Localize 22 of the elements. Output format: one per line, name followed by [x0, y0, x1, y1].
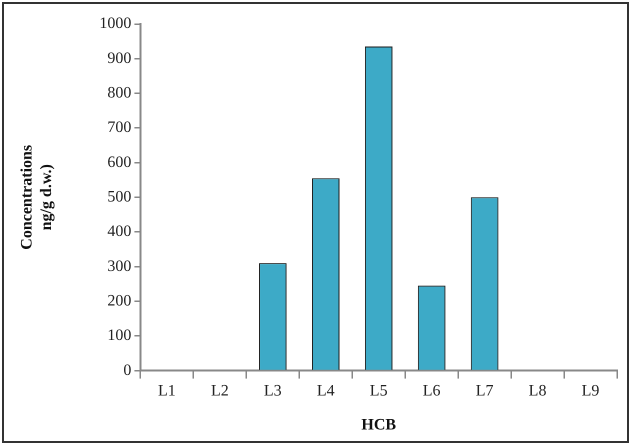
x-tick-label: L8: [528, 382, 546, 400]
y-tick-label: 900: [107, 50, 132, 67]
x-tick-label: L9: [582, 382, 600, 400]
x-tick-label: L7: [476, 382, 494, 400]
y-tick-label: 700: [107, 119, 132, 136]
y-tick-label: 300: [107, 258, 132, 275]
y-tick-label: 0: [123, 362, 132, 379]
y-tick-label: 200: [107, 292, 132, 310]
y-tick-label: 100: [107, 327, 132, 344]
x-tick-label: L6: [422, 382, 441, 400]
y-axis-title: Concentrations ng/g d.w.): [18, 144, 55, 250]
y-tick-label: 600: [107, 154, 132, 171]
x-tick-label: L5: [370, 382, 388, 400]
x-tick-label: L1: [158, 382, 176, 400]
y-tick-label: 500: [107, 188, 132, 206]
y-tick-label: 1000: [99, 15, 132, 32]
y-tick-label: 400: [107, 223, 132, 240]
x-tick-label: L3: [264, 382, 282, 400]
x-tick-label: L4: [316, 382, 335, 400]
y-tick-label: 800: [107, 84, 132, 102]
x-tick-label: L2: [210, 382, 229, 400]
x-axis-title: HCB: [361, 416, 396, 434]
